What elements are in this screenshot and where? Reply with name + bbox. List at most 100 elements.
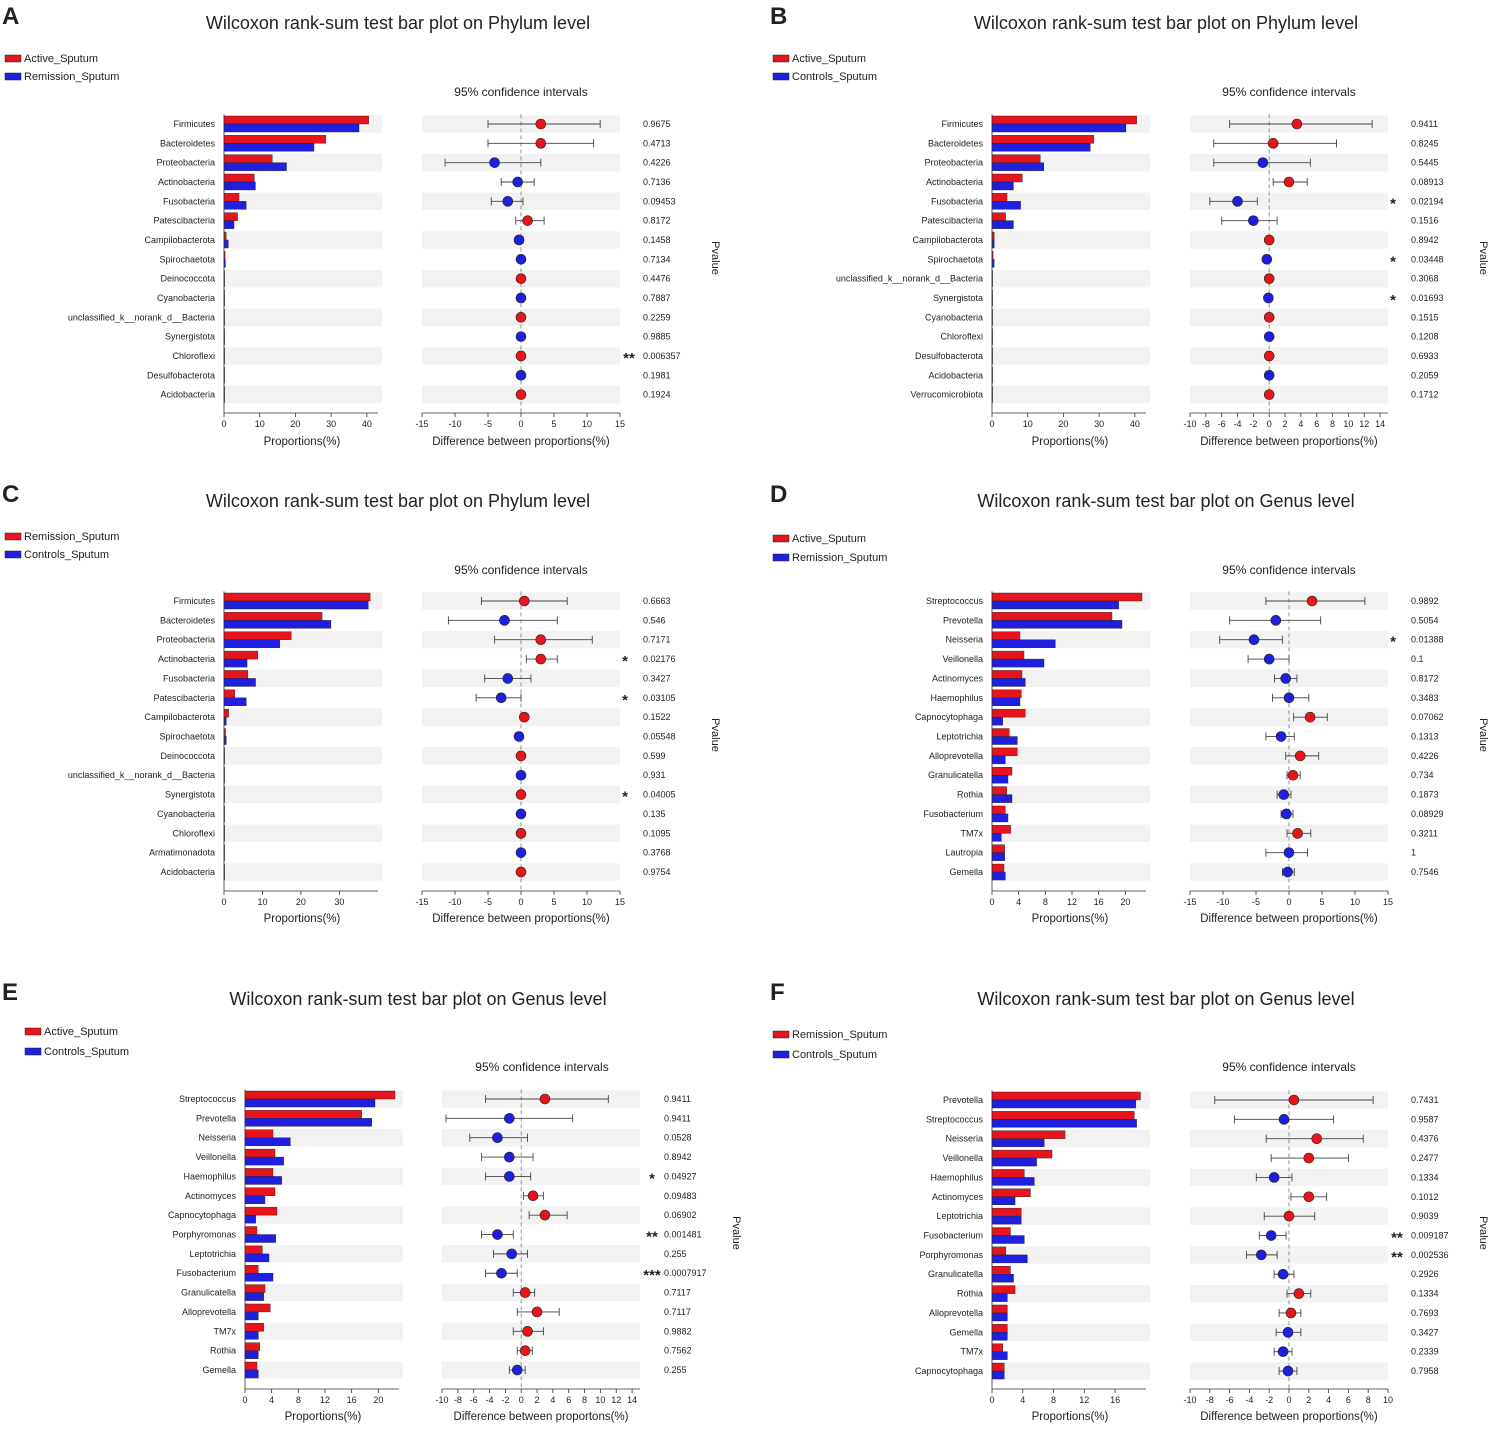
row-band	[992, 708, 1150, 726]
p-value: 0.4376	[1411, 1134, 1439, 1144]
diff-point	[1306, 595, 1318, 607]
p-value: 0.04005	[643, 790, 676, 800]
diff-point	[512, 176, 524, 188]
p-value: 0.1981	[643, 370, 671, 380]
bar-group1	[991, 1188, 1031, 1198]
category-label: Fusobacteria	[163, 196, 215, 206]
bar-group2	[991, 833, 1002, 842]
bar-group2	[991, 1312, 1008, 1322]
row-band	[442, 1245, 640, 1263]
category-label: Spirochaetota	[927, 254, 983, 264]
category-label: Leptotrichia	[936, 1211, 983, 1221]
category-label: Prevotella	[943, 615, 983, 625]
bar-group1	[991, 1324, 1008, 1333]
category-label: Actinomyces	[185, 1191, 237, 1201]
diff-tick-label: 0	[1267, 419, 1272, 429]
row-band	[224, 192, 382, 210]
diff-point	[1283, 847, 1295, 858]
category-label: Cyanobacteria	[157, 293, 215, 303]
diff-point	[1280, 673, 1292, 684]
category-label: Chloroflexi	[172, 351, 215, 361]
diff-tick-label: -2	[501, 1395, 509, 1405]
bar-group1	[244, 1148, 276, 1158]
row-band	[224, 308, 382, 326]
x-tick-label: 4	[1016, 897, 1021, 907]
category-label: Rothia	[957, 1289, 983, 1299]
p-value: 0.08913	[1411, 177, 1444, 187]
bar-group2	[223, 181, 256, 191]
bar-group1	[991, 1304, 1008, 1314]
diff-tick-label: -10	[1183, 1395, 1196, 1405]
category-label: Cyanobacteria	[157, 809, 215, 819]
p-value: 0.9675	[643, 119, 671, 129]
bar-group2	[223, 600, 369, 610]
p-value: 0.8942	[1411, 235, 1439, 245]
diff-point	[515, 350, 527, 362]
p-value: 0.2477	[1411, 1153, 1439, 1163]
category-label: Rothia	[210, 1346, 236, 1356]
row-band	[224, 385, 382, 404]
diff-point	[535, 653, 547, 665]
diff-point	[495, 692, 507, 704]
bar-group1	[223, 708, 229, 718]
diff-tick-label: 12	[1359, 419, 1369, 429]
significance-stars: *	[649, 1170, 655, 1187]
significance-stars: *	[1390, 253, 1396, 270]
diff-point	[1268, 1172, 1280, 1183]
diff-point	[1232, 196, 1243, 207]
diff-tick-label: -8	[454, 1395, 462, 1405]
bar-group1	[991, 115, 1137, 125]
bar-group2	[991, 1099, 1137, 1109]
diff-point	[1263, 369, 1275, 381]
bar-group1	[223, 612, 323, 621]
diff-axis-title: Difference between proportions(%)	[432, 913, 610, 925]
row-band	[442, 1129, 640, 1147]
diff-point	[518, 711, 530, 723]
bar-group2	[991, 201, 1021, 210]
diff-point	[515, 311, 527, 323]
category-label: Deinococcota	[160, 751, 215, 761]
p-value: 0.8942	[664, 1152, 692, 1162]
bar-group2	[244, 1311, 259, 1321]
diff-tick-label: -15	[1183, 897, 1196, 907]
p-value: 0.255	[664, 1249, 687, 1259]
diff-point	[515, 866, 527, 878]
p-value: 0.02176	[643, 654, 676, 664]
diff-point	[1294, 750, 1306, 762]
diff-point	[519, 1345, 531, 1356]
category-label: Actinobacteria	[926, 177, 983, 187]
diff-point	[1263, 311, 1275, 323]
row-band	[992, 269, 1150, 288]
legend-label: Controls_Sputum	[792, 71, 877, 83]
panel-letter: E	[2, 979, 18, 1006]
bar-group1	[991, 1169, 1025, 1178]
x-tick-label: 16	[1094, 897, 1104, 907]
bar-group1	[223, 212, 238, 221]
bar-group2	[991, 716, 1003, 726]
p-value: 0.1712	[1411, 390, 1439, 400]
category-label: Granulicatella	[928, 1269, 983, 1279]
p-value: 0.9882	[664, 1326, 692, 1336]
category-label: Chloroflexi	[940, 332, 983, 342]
category-label: Capnocytophaga	[915, 1366, 983, 1376]
diff-point	[1282, 866, 1293, 878]
p-value: 0.01388	[1411, 635, 1444, 645]
diff-point	[515, 789, 527, 800]
bar-group2	[991, 1254, 1028, 1264]
significance-stars: *	[1390, 292, 1396, 309]
category-label: Neisseria	[198, 1133, 236, 1143]
bar-group2	[991, 755, 1006, 765]
bar-group1	[991, 193, 1008, 202]
diff-tick-label: -2	[1249, 419, 1257, 429]
p-value: 0.8172	[643, 216, 671, 226]
bar-group2	[991, 1138, 1045, 1147]
diff-point	[506, 1248, 517, 1260]
bar-group1	[244, 1303, 271, 1313]
panel-b: B Wilcoxon rank-sum test bar plot on Phyl…	[770, 3, 1489, 448]
p-value: 0.1515	[1411, 312, 1439, 322]
bar-group1	[223, 631, 292, 640]
category-label: TM7x	[214, 1326, 237, 1336]
x-axis-title: Proportions(%)	[285, 1411, 362, 1423]
p-value: 0.5054	[1411, 615, 1439, 625]
category-label: Haemophilus	[183, 1171, 236, 1181]
